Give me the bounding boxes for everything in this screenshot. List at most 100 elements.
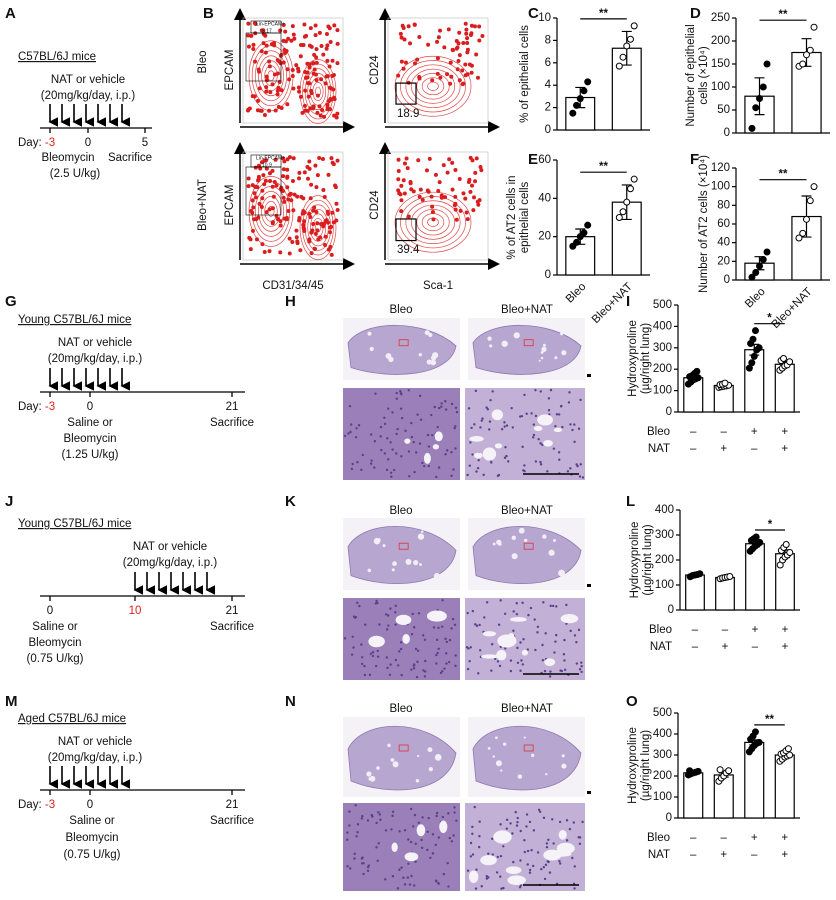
event-dot: [305, 165, 310, 170]
condition-sign: –: [751, 443, 758, 455]
event-dot: [406, 214, 411, 219]
nucleus: [389, 663, 392, 666]
nucleus: [541, 643, 544, 647]
airway: [390, 758, 395, 762]
nucleus: [491, 853, 494, 856]
nucleus: [547, 838, 550, 841]
nucleus: [435, 814, 438, 818]
nucleus: [450, 451, 453, 454]
airway: [433, 572, 441, 580]
nucleus: [573, 887, 576, 890]
panel-label: G: [5, 293, 17, 310]
airway: [434, 754, 442, 761]
nucleus: [444, 408, 448, 411]
condition-sign: –: [690, 426, 697, 438]
condition-sign: –: [721, 832, 728, 844]
nucleus: [391, 448, 394, 451]
nucleus: [384, 878, 387, 881]
nucleus: [395, 432, 398, 436]
nucleus: [389, 607, 392, 610]
event-dot: [294, 228, 299, 233]
data-point: [748, 273, 756, 281]
event-dot: [303, 108, 308, 113]
nucleus: [489, 398, 492, 402]
nucleus: [471, 825, 474, 829]
nucleus: [532, 423, 536, 426]
event-dot: [276, 104, 281, 109]
nucleus: [444, 453, 447, 456]
event-dot: [274, 183, 279, 188]
event-dot: [446, 27, 451, 32]
flow-frame: [242, 151, 344, 261]
event-dot: [465, 50, 470, 55]
nucleus: [451, 617, 455, 621]
event-dot: [319, 77, 324, 82]
event-dot: [335, 41, 340, 46]
nucleus: [450, 627, 453, 630]
y-tick-label: 100: [711, 181, 730, 193]
nucleus: [369, 652, 373, 655]
event-dot: [471, 208, 476, 213]
data-point: [752, 104, 760, 112]
nucleus: [516, 661, 520, 664]
data-point: [806, 46, 814, 54]
event-dot: [313, 231, 318, 236]
event-dot: [272, 43, 277, 48]
nucleus: [505, 424, 509, 427]
condition-sign: +: [752, 624, 759, 636]
nucleus: [387, 458, 390, 461]
alveolus: [497, 634, 517, 648]
column-label: Bleo: [389, 304, 412, 316]
quadrant-value: 18.9: [397, 108, 419, 120]
event-dot: [264, 43, 269, 48]
nucleus: [369, 433, 373, 436]
event-dot: [311, 208, 316, 213]
event-dot: [264, 85, 269, 90]
event-dot: [246, 184, 251, 189]
condition-name: NAT: [648, 443, 670, 455]
nucleus: [421, 634, 425, 637]
data-point: [752, 269, 760, 277]
event-dot: [457, 53, 462, 58]
flow-labels: Bleo Bleo+NAT EPCAM EPCAM CD24 CD24 CD31…: [197, 21, 453, 292]
condition-sign: –: [690, 443, 697, 455]
day: 0: [47, 605, 53, 617]
nucleus: [521, 601, 524, 605]
column-label: Bleo+NAT: [501, 304, 553, 316]
roi-box: [523, 339, 534, 347]
data-point: [763, 248, 771, 256]
airway: [373, 537, 381, 545]
y-axis-label: CD24: [369, 55, 381, 85]
nucleus: [454, 664, 457, 668]
event-dot: [404, 156, 409, 161]
nucleus: [441, 670, 444, 673]
nucleus: [383, 452, 387, 455]
event-dot: [257, 86, 262, 91]
data-point: [786, 358, 794, 366]
event-dot: [286, 197, 291, 202]
event-dot: [246, 44, 251, 49]
event-dot: [267, 108, 272, 113]
airway: [392, 761, 399, 768]
bar: [685, 574, 705, 611]
alveolus: [416, 824, 426, 837]
event-dot: [247, 235, 252, 240]
nucleus: [352, 615, 356, 618]
nucleus: [410, 633, 414, 636]
nucleus: [528, 820, 532, 824]
event-dot: [474, 52, 479, 57]
event-dot: [297, 176, 302, 181]
event-dot: [325, 107, 330, 112]
micrograph: [343, 388, 460, 480]
event-dot: [273, 108, 278, 113]
nucleus: [569, 423, 572, 426]
micrograph: [465, 598, 585, 680]
airway: [500, 769, 503, 772]
condition-sign: –: [692, 624, 699, 636]
alveolus: [543, 439, 553, 447]
alveolus: [432, 444, 440, 450]
y-axis-label: % of AT2 cells in: [506, 175, 518, 259]
airway: [538, 359, 541, 362]
significance: **: [765, 714, 774, 726]
event-dot: [313, 163, 318, 168]
